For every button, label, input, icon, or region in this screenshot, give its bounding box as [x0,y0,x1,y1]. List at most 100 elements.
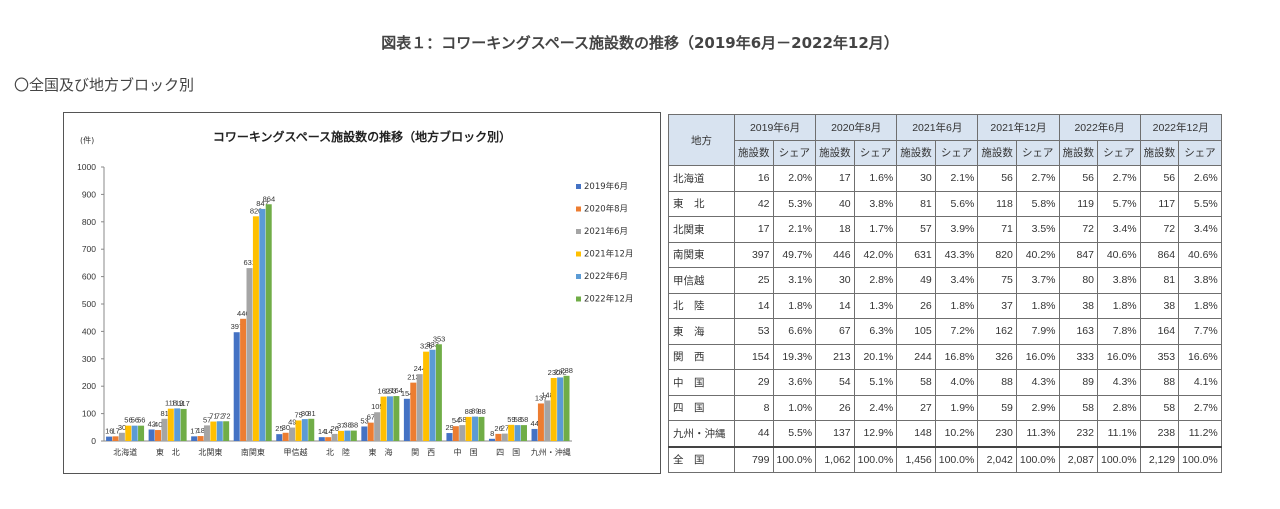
period-header: 2021年12月 [977,114,1060,141]
data-label: 72 [222,411,230,420]
bar [295,420,302,441]
table-row: 四 国 8 1.0% 26 2.4% 27 1.9% 59 2.9% 58 2.8% 58 2.7% [668,394,1222,421]
value-cell: 67 [815,318,855,345]
data-label: 154 [401,389,414,398]
table-subheader-row: 施設数 シェア 施設数 シェア 施設数 シェア 施設数 シェア 施設数 シェア 施設数 シェア [669,139,1222,166]
table-row: 東 北 42 5.3% 40 3.8% 81 5.6% 118 5.8% 119 5.7% 117 5.… [668,190,1222,217]
table-row: 北関東 17 2.1% 18 1.7% 57 3.9% 71 3.5% 72 3.4% 72 3.4% [668,216,1222,243]
value-cell: 40.6% [1178,241,1222,268]
value-cell: 2.9% [1015,394,1060,421]
bar [308,418,315,441]
value-cell: 7.9% [1015,318,1060,345]
legend-label: 2022年6月 [584,271,628,282]
bar [203,425,210,441]
region-cell: 北海道 [668,165,735,192]
data-label: 80 [301,409,309,418]
bar [393,396,400,441]
value-cell: 100.0% [1178,445,1222,473]
value-cell: 71 [977,216,1017,243]
bar [557,377,564,441]
value-cell: 446 [815,241,855,268]
data-label: 71 [209,412,217,421]
value-cell: 1.8% [772,292,817,319]
value-cell: 2.8% [1097,394,1141,421]
chart-title: コワーキングスペース施設数の推移（地方ブロック別） [213,129,511,144]
data-label: 81 [307,409,315,418]
value-cell: 5.8% [1015,190,1060,217]
value-cell: 3.4% [1178,216,1222,243]
facility-table-container: 地方 2019年6月 2020年8月 2021年6月 2021年12月 2022年6月 20… [668,114,1222,473]
bar [563,375,570,441]
x-tick-label: 九州・沖縄 [531,447,571,457]
value-cell: 799 [734,445,774,473]
data-label: 26 [331,424,339,433]
data-label: 40 [154,420,162,429]
value-cell: 1.8% [1178,292,1222,319]
bar [216,421,223,441]
y-tick-label: 800 [82,217,96,227]
x-tick-label: 東 海 [369,447,393,457]
bar [544,400,551,441]
bar [531,428,538,441]
data-label: 119 [171,398,183,407]
sub-header: 施設数 [896,139,936,166]
bar [338,430,344,441]
legend-swatch [576,251,581,257]
data-label: 58 [458,415,466,424]
region-cell: 北関東 [668,216,735,243]
bar [410,382,417,441]
sub-header: 施設数 [977,139,1017,166]
data-label: 42 [148,419,156,428]
value-cell: 40 [815,190,855,217]
bar [435,344,442,441]
bar [259,208,266,441]
sub-header: 施設数 [734,139,774,166]
bar [125,425,132,441]
data-label: 8 [490,429,494,438]
value-cell: 397 [734,241,774,268]
region-cell: 南関東 [668,241,735,268]
bar [252,216,259,441]
value-cell: 57 [896,216,936,243]
bar [446,433,453,441]
value-cell: 29 [734,369,774,396]
value-cell: 1.0% [772,394,817,421]
bar [240,318,247,441]
period-header: 2022年12月 [1139,114,1222,141]
value-cell: 864 [1139,241,1180,268]
value-cell: 100.0% [934,445,979,473]
value-cell: 2,042 [977,445,1017,473]
bar [318,437,325,441]
legend-label: 2021年12月 [584,249,633,260]
x-tick-label: 中 国 [454,447,478,457]
value-cell: 6.6% [772,318,817,345]
value-cell: 4.3% [1097,369,1141,396]
data-label: 29 [445,423,453,432]
data-label: 820 [250,206,263,215]
data-label: 49 [288,418,296,427]
y-tick-label: 900 [82,189,96,199]
x-tick-label: 甲信越 [283,447,307,457]
value-cell: 162 [977,318,1017,345]
value-cell: 42.0% [853,241,898,268]
legend-swatch [576,274,581,279]
data-label: 14 [318,427,326,436]
value-cell: 5.3% [772,190,817,217]
value-cell: 42 [734,190,774,217]
value-cell: 100.0% [1097,445,1141,473]
value-cell: 230 [977,420,1017,447]
data-label: 864 [263,194,276,203]
value-cell: 38 [1139,292,1180,319]
data-label: 27 [501,424,509,433]
bar [174,408,181,441]
value-cell: 7.7% [1178,318,1222,345]
value-cell: 631 [896,241,936,268]
value-cell: 2.8% [853,267,898,294]
bar [191,436,198,441]
region-cell: 東 海 [668,318,735,345]
bar [350,430,357,441]
bar [289,427,296,441]
bar [223,421,230,441]
data-label: 232 [554,367,567,376]
value-cell: 3.6% [772,369,817,396]
